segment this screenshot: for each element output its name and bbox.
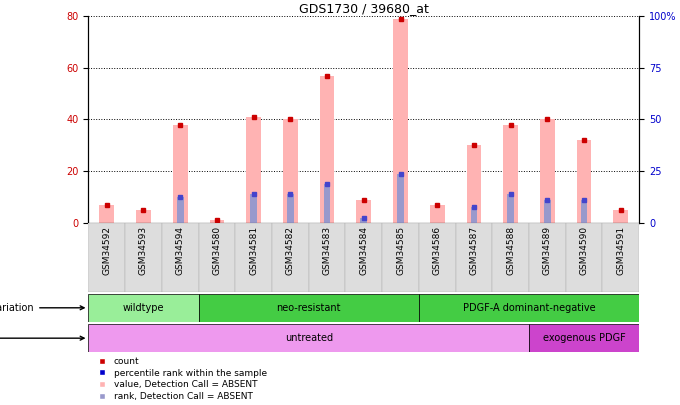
Bar [199,223,235,292]
Bar [540,119,555,223]
Text: agent: agent [0,333,84,343]
Bar [173,125,188,223]
Bar [397,174,404,223]
Text: GSM34581: GSM34581 [249,226,258,275]
Text: GSM34582: GSM34582 [286,226,295,275]
Bar [566,223,602,292]
Text: GSM34587: GSM34587 [469,226,479,275]
Bar [544,200,551,223]
Bar [324,184,330,223]
Text: wildtype: wildtype [122,303,165,313]
Bar [492,223,529,292]
Bar [250,194,257,223]
Bar [320,76,335,223]
Bar [471,207,477,223]
Bar [309,223,345,292]
Bar [456,223,492,292]
Bar [272,223,309,292]
Bar [356,200,371,223]
Text: GSM34591: GSM34591 [616,226,626,275]
Text: GSM34580: GSM34580 [212,226,222,275]
Bar [581,200,588,223]
Bar [466,145,481,223]
Bar [136,210,151,223]
Bar [125,223,162,292]
Bar [283,119,298,223]
Bar [529,324,639,352]
Bar [177,197,184,223]
Bar [382,223,419,292]
Text: genotype/variation: genotype/variation [0,303,84,313]
Text: GSM34593: GSM34593 [139,226,148,275]
Bar [419,294,639,322]
Bar [577,140,592,223]
Bar [88,324,529,352]
Bar [88,294,199,322]
Text: PDGF-A dominant-negative: PDGF-A dominant-negative [462,303,596,313]
Bar [209,220,224,223]
Legend: count, percentile rank within the sample, value, Detection Call = ABSENT, rank, : count, percentile rank within the sample… [93,357,267,401]
Bar [613,210,628,223]
Bar [393,19,408,223]
Text: GSM34585: GSM34585 [396,226,405,275]
Bar [360,217,367,223]
Text: GSM34594: GSM34594 [175,226,185,275]
Bar [503,125,518,223]
Bar [430,205,445,223]
Text: GSM34583: GSM34583 [322,226,332,275]
Text: exogenous PDGF: exogenous PDGF [543,333,626,343]
Text: untreated: untreated [285,333,333,343]
Text: GSM34586: GSM34586 [432,226,442,275]
Bar [419,223,456,292]
Bar [602,223,639,292]
Bar [507,194,514,223]
Text: GSM34590: GSM34590 [579,226,589,275]
Text: GSM34592: GSM34592 [102,226,112,275]
Bar [162,223,199,292]
Bar [246,117,261,223]
Bar [235,223,272,292]
Title: GDS1730 / 39680_at: GDS1730 / 39680_at [299,2,428,15]
Bar [529,223,566,292]
Text: neo-resistant: neo-resistant [277,303,341,313]
Bar [99,205,114,223]
Text: GSM34584: GSM34584 [359,226,369,275]
Bar [88,223,125,292]
Bar [199,294,419,322]
Bar [345,223,382,292]
Text: GSM34588: GSM34588 [506,226,515,275]
Text: GSM34589: GSM34589 [543,226,552,275]
Bar [287,194,294,223]
